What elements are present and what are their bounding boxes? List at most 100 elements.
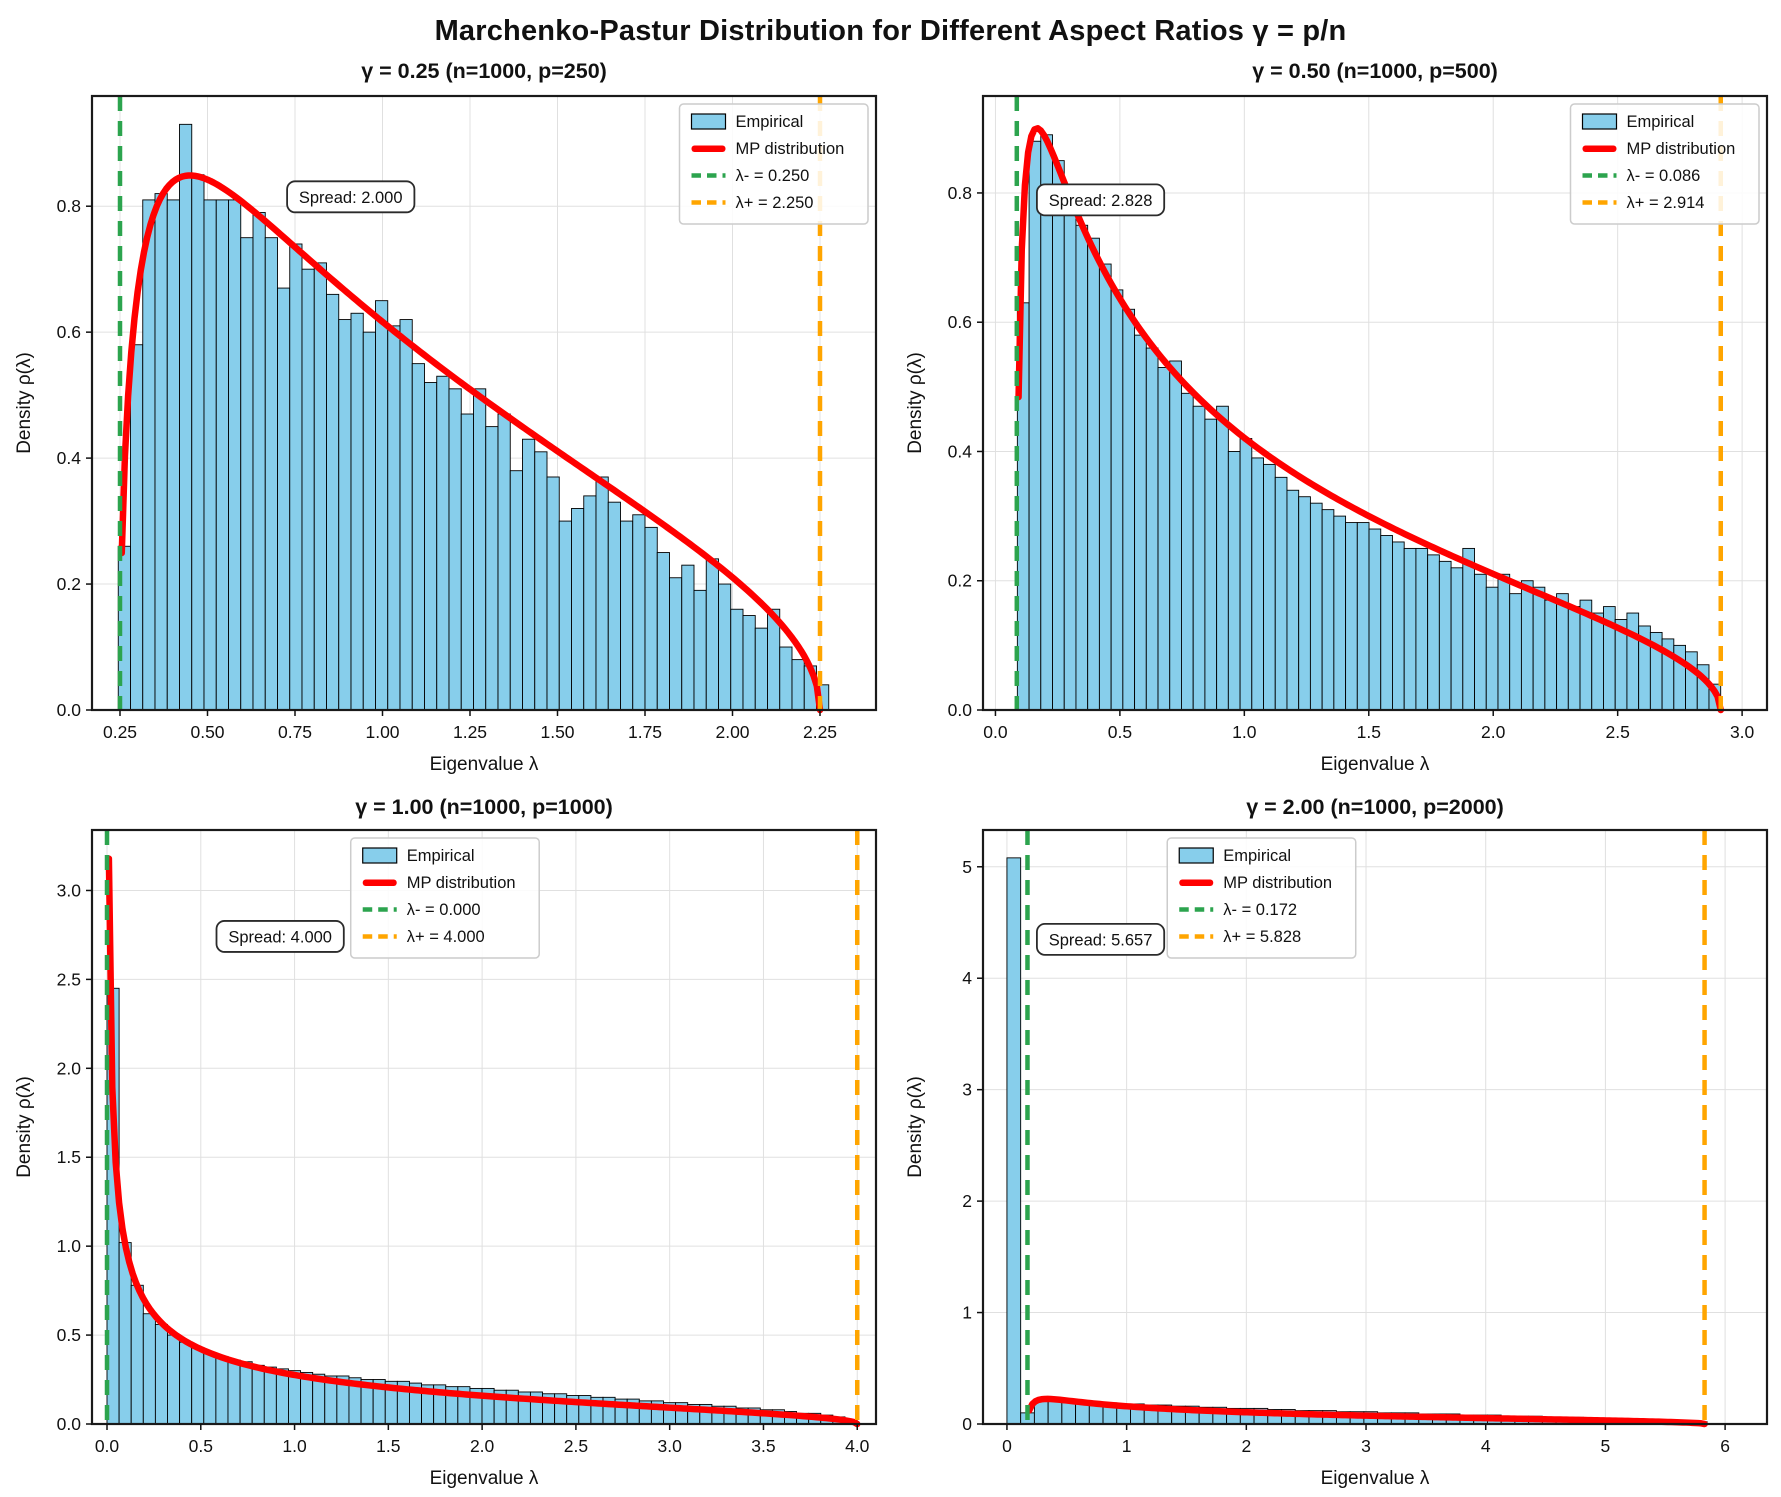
legend: Empirical MP distribution λ- = 0.086 λ+ = 2… (1569, 103, 1760, 225)
svg-text:1: 1 (962, 1303, 972, 1323)
svg-text:0.6: 0.6 (57, 322, 81, 342)
svg-text:5: 5 (1601, 1436, 1611, 1456)
legend-swatch-mp-line (362, 879, 397, 886)
svg-text:3.0: 3.0 (1730, 722, 1755, 742)
mp-curve (1025, 1395, 1708, 1428)
spread-annotation: Spread: 2.000 (286, 180, 416, 214)
svg-text:λ- = 0.000: λ- = 0.000 (407, 901, 481, 919)
svg-text:1.75: 1.75 (628, 722, 662, 742)
panel-title: γ = 2.00 (n=1000, p=2000) (1246, 795, 1504, 819)
svg-text:0: 0 (962, 1414, 972, 1434)
y-axis-ticks: 0.0 0.2 0.4 0.6 0.8 (948, 183, 983, 720)
svg-text:0.0: 0.0 (95, 1436, 120, 1456)
svg-text:2.25: 2.25 (803, 722, 837, 742)
axes-frame (90, 94, 878, 712)
legend-swatch-empirical (1178, 847, 1214, 864)
svg-text:0.5: 0.5 (189, 1436, 213, 1456)
svg-text:λ- = 0.086: λ- = 0.086 (1627, 167, 1701, 185)
svg-text:0.6: 0.6 (948, 312, 972, 332)
panel-title: γ = 0.50 (n=1000, p=500) (1252, 59, 1498, 83)
svg-text:λ+ = 4.000: λ+ = 4.000 (407, 928, 485, 946)
svg-text:0.4: 0.4 (57, 448, 82, 468)
svg-text:0.8: 0.8 (57, 196, 81, 216)
svg-text:Empirical: Empirical (1627, 113, 1695, 131)
svg-text:MP distribution: MP distribution (1627, 140, 1736, 158)
figure-title: Marchenko-Pastur Distribution for Differ… (434, 15, 1347, 47)
svg-text:1: 1 (1122, 1436, 1132, 1456)
x-axis-ticks: 0.0 0.5 1.0 1.5 2.0 2.5 3.0 3.5 4.0 (95, 1424, 870, 1456)
svg-text:Empirical: Empirical (407, 847, 475, 865)
svg-text:0.0: 0.0 (57, 700, 82, 720)
svg-text:3.0: 3.0 (57, 881, 82, 901)
legend: Empirical MP distribution λ- = 0.250 λ+ = 2… (678, 103, 869, 225)
svg-text:2.5: 2.5 (57, 969, 81, 989)
svg-text:2.5: 2.5 (564, 1436, 588, 1456)
svg-text:3: 3 (962, 1080, 972, 1100)
svg-text:MP distribution: MP distribution (407, 874, 516, 892)
svg-text:1.50: 1.50 (540, 722, 574, 742)
svg-text:0.0: 0.0 (983, 722, 1008, 742)
svg-text:0: 0 (1002, 1436, 1012, 1456)
y-axis-label: Density ρ(λ) (14, 352, 35, 454)
svg-text:0.25: 0.25 (103, 722, 137, 742)
svg-text:4: 4 (1481, 1436, 1491, 1456)
svg-text:0.2: 0.2 (57, 574, 81, 594)
mp-curve (105, 855, 861, 1428)
svg-text:0.75: 0.75 (278, 722, 312, 742)
panel-gamma-1.00: 0.0 0.5 1.0 1.5 2.0 2.5 3.0 3.5 4.0 0.0 0.5 1.0 1.5 2… (0, 790, 890, 1497)
y-axis-label: Density ρ(λ) (905, 352, 926, 454)
mp-curve (118, 172, 824, 714)
svg-text:λ- = 0.172: λ- = 0.172 (1223, 901, 1297, 919)
svg-text:2.0: 2.0 (470, 1436, 495, 1456)
svg-text:1.5: 1.5 (57, 1147, 81, 1167)
axes-frame (90, 828, 878, 1426)
svg-text:3: 3 (1361, 1436, 1371, 1456)
spread-annotation: Spread: 2.828 (1035, 183, 1166, 217)
histogram-bars (1016, 134, 1722, 711)
svg-text:1.0: 1.0 (57, 1236, 82, 1256)
svg-text:Empirical: Empirical (736, 113, 804, 131)
svg-text:MP distribution: MP distribution (1223, 874, 1332, 892)
svg-text:0.0: 0.0 (948, 700, 973, 720)
legend: Empirical MP distribution λ- = 0.172 λ+ = 5… (1166, 837, 1357, 959)
svg-text:0.5: 0.5 (1108, 722, 1132, 742)
axes-frame (981, 828, 1769, 1426)
x-axis-ticks: 0.25 0.50 0.75 1.00 1.25 1.50 1.75 2.00 2.25 (103, 710, 837, 742)
svg-text:2: 2 (1241, 1436, 1251, 1456)
svg-text:2.0: 2.0 (57, 1058, 82, 1078)
y-axis-ticks: 0 1 2 3 4 5 (962, 857, 983, 1434)
svg-text:Spread: 5.657: Spread: 5.657 (1049, 931, 1153, 949)
svg-text:0.4: 0.4 (948, 442, 973, 462)
spread-annotation: Spread: 4.000 (215, 920, 345, 953)
svg-text:1.25: 1.25 (453, 722, 487, 742)
x-axis-label: Eigenvalue λ (430, 1468, 539, 1489)
x-axis-label: Eigenvalue λ (430, 754, 539, 775)
panel-gamma-2.00-chart: 0 1 2 3 4 5 6 0 1 2 3 4 5 Eigenvalue λ Density ρ(λ) γ =… (905, 795, 1769, 1489)
histogram-bars (117, 123, 830, 711)
svg-text:3.0: 3.0 (658, 1436, 683, 1456)
svg-text:λ+ = 2.914: λ+ = 2.914 (1627, 194, 1705, 212)
panel-title: γ = 0.25 (n=1000, p=250) (361, 59, 607, 83)
svg-text:1.5: 1.5 (1357, 722, 1381, 742)
svg-text:Spread: 2.000: Spread: 2.000 (299, 189, 403, 207)
legend-swatch-empirical (362, 847, 398, 864)
svg-text:4.0: 4.0 (845, 1436, 870, 1456)
legend-swatch-mp-line (691, 145, 726, 152)
svg-text:0.0: 0.0 (57, 1414, 82, 1434)
svg-text:1.0: 1.0 (1232, 722, 1257, 742)
svg-text:λ+ = 5.828: λ+ = 5.828 (1223, 928, 1301, 946)
svg-text:λ- = 0.250: λ- = 0.250 (736, 167, 810, 185)
gridlines (983, 830, 1767, 1424)
svg-text:2.0: 2.0 (1481, 722, 1506, 742)
x-axis-label: Eigenvalue λ (1321, 1468, 1430, 1489)
y-axis-ticks: 0.0 0.2 0.4 0.6 0.8 (57, 196, 92, 720)
legend-swatch-empirical (1581, 113, 1618, 130)
svg-text:3.5: 3.5 (751, 1436, 775, 1456)
subplot-grid: 0.25 0.50 0.75 1.00 1.25 1.50 1.75 2.00 2.25 0.0 0… (0, 48, 1781, 1497)
y-axis-label: Density ρ(λ) (14, 1076, 35, 1178)
panel-gamma-0.25: 0.25 0.50 0.75 1.00 1.25 1.50 1.75 2.00 2.25 0.0 0… (0, 48, 890, 790)
svg-text:MP distribution: MP distribution (736, 140, 845, 158)
legend-swatch-mp-line (1582, 145, 1617, 152)
axes-frame (981, 94, 1769, 712)
